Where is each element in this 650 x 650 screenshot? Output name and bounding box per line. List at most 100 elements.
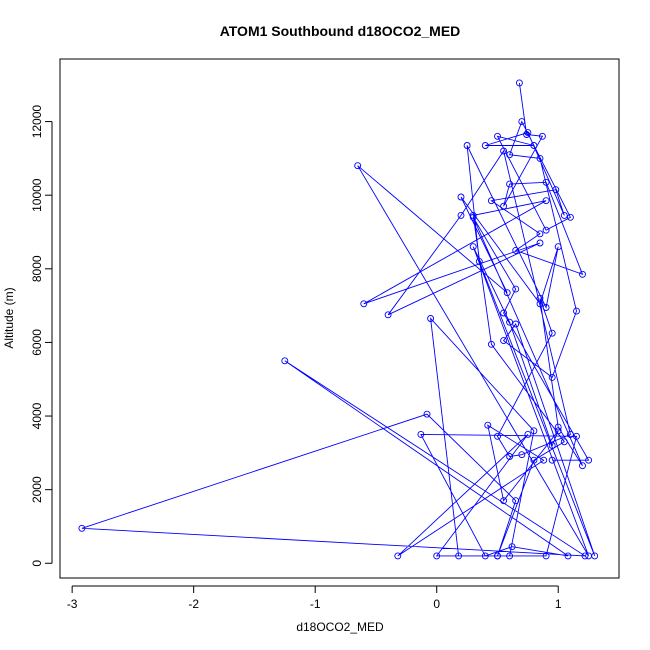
data-point [508, 543, 516, 551]
data-point [542, 226, 550, 234]
data-point [457, 193, 465, 201]
data-point [360, 300, 368, 308]
data-point [518, 451, 526, 459]
data-point [500, 202, 508, 210]
data-point [512, 246, 520, 254]
data-point [506, 151, 514, 159]
data-point [523, 131, 531, 138]
data-point [564, 552, 572, 560]
y-tick-label: 0 [30, 560, 44, 567]
data-point [506, 318, 514, 326]
data-point [423, 410, 431, 418]
data-point [579, 270, 586, 278]
data-point [500, 497, 508, 505]
data-point [503, 289, 511, 297]
data-point [281, 357, 289, 365]
data-point [78, 524, 86, 532]
x-axis: -3 -2 -1 0 1 [67, 585, 562, 611]
data-point [536, 154, 544, 162]
data-point [515, 79, 523, 87]
data-point [394, 552, 402, 560]
plot-frame [59, 58, 620, 579]
chart-title: ATOM1 Southbound d18OCO2_MED [220, 23, 461, 39]
data-point [552, 186, 560, 194]
series-line [81, 82, 596, 557]
data-point [538, 132, 546, 140]
y-tick-label: 8000 [30, 255, 44, 282]
data-point [481, 142, 489, 149]
data-point [530, 427, 538, 435]
y-tick-label: 4000 [30, 402, 44, 429]
data-point [573, 432, 580, 440]
data-point [500, 309, 508, 317]
data-point [542, 178, 550, 186]
data-point [427, 315, 435, 322]
data-point [554, 423, 562, 431]
data-point [554, 243, 562, 251]
data-point [542, 197, 550, 205]
data-point [506, 453, 514, 460]
data-point [548, 373, 556, 381]
data-point [585, 552, 593, 560]
data-point [455, 552, 463, 560]
data-point [566, 213, 574, 221]
data-point [566, 430, 574, 438]
data-point [500, 337, 508, 345]
data-point [512, 285, 520, 293]
x-tick-label: 1 [555, 597, 562, 611]
x-tick-label: -3 [67, 597, 78, 611]
data-point [484, 421, 492, 429]
data-point [536, 294, 544, 302]
data-point [433, 552, 441, 560]
data-point [542, 552, 550, 560]
data-point [530, 142, 538, 149]
data-point [524, 129, 532, 137]
data-point [554, 427, 562, 435]
data-point [512, 320, 520, 328]
data-point [548, 442, 556, 449]
data-point [542, 304, 550, 311]
data-point [475, 257, 483, 265]
data-point [463, 142, 471, 149]
data-point [487, 340, 495, 348]
data-point [354, 162, 362, 170]
data-point [494, 432, 501, 440]
data-point [506, 180, 514, 188]
data-point [585, 456, 593, 464]
data-point [469, 213, 477, 221]
data-point [469, 243, 477, 251]
data-point [487, 197, 495, 205]
data-point [536, 239, 544, 247]
data-point [384, 311, 392, 319]
data-point [579, 462, 586, 470]
data-point [560, 438, 568, 446]
data-point [518, 118, 526, 126]
data-point [560, 211, 568, 219]
data-point [481, 552, 489, 560]
data-point [512, 497, 520, 505]
data-point [548, 329, 556, 337]
data-point [417, 430, 425, 438]
x-tick-label: 0 [433, 597, 440, 611]
data-point [540, 456, 548, 464]
data-point [530, 456, 538, 464]
y-tick-label: 10000 [30, 178, 44, 212]
data-point [548, 456, 556, 464]
y-axis: 0 2000 4000 6000 8000 10000 12000 [30, 105, 53, 567]
data-point [457, 211, 465, 219]
y-tick-label: 12000 [30, 105, 44, 139]
data-point [524, 430, 532, 438]
plot-area [59, 58, 620, 579]
y-axis-label: Altitude (m) [2, 287, 16, 348]
y-tick-label: 6000 [30, 329, 44, 356]
x-tick-label: -2 [188, 597, 199, 611]
data-point [494, 552, 501, 560]
y-tick-label: 2000 [30, 476, 44, 503]
series-layer [78, 79, 599, 560]
data-point [500, 147, 508, 155]
data-point [469, 211, 477, 219]
data-point [494, 132, 501, 140]
data-point [506, 552, 514, 560]
